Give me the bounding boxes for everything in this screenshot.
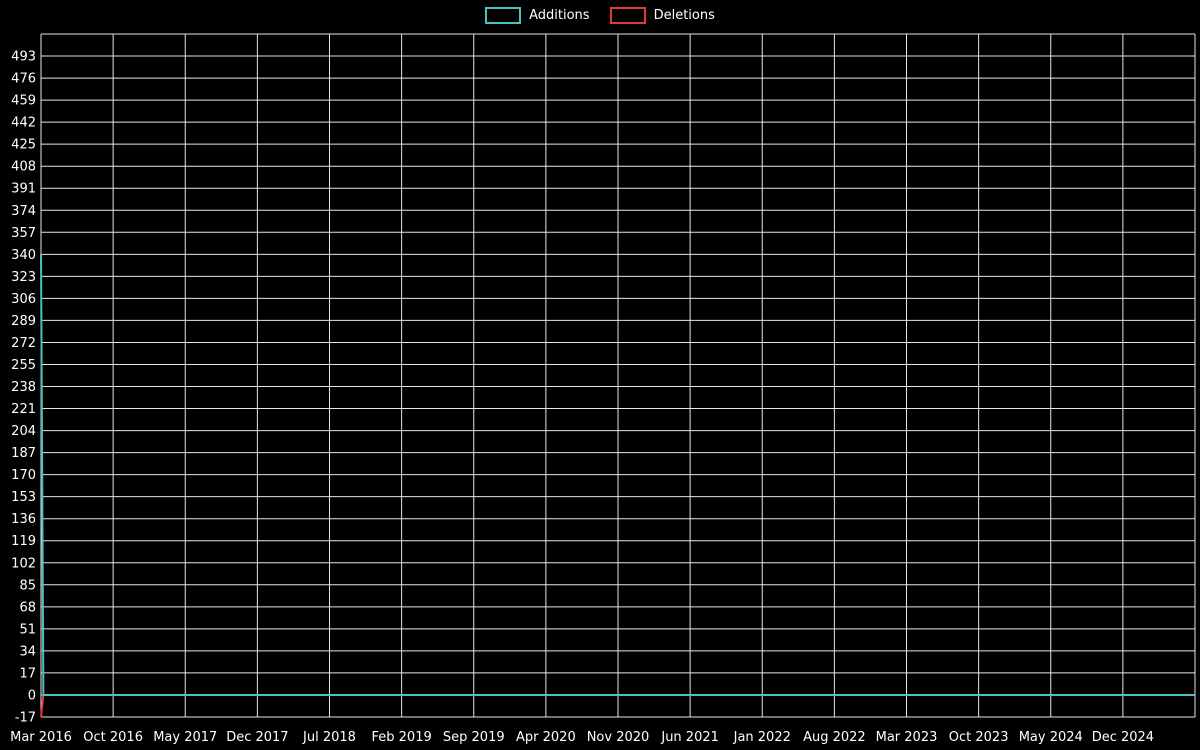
y-axis-tick-label: 255 (11, 358, 36, 373)
legend-item-deletions[interactable]: Deletions (609, 7, 715, 24)
x-axis-tick-label: Jun 2021 (660, 730, 719, 745)
x-axis-tick-label: Feb 2019 (372, 730, 432, 745)
y-axis-tick-label: 306 (11, 292, 36, 307)
y-axis-tick-label: 238 (11, 380, 36, 395)
legend-swatch-additions (485, 7, 522, 24)
legend-item-additions[interactable]: Additions (485, 7, 590, 24)
y-axis-tick-label: 272 (11, 336, 36, 351)
chart-legend: Additions Deletions (0, 7, 1200, 24)
y-axis-tick-label: 493 (11, 50, 36, 65)
y-axis-tick-label: 0 (28, 688, 36, 703)
y-axis-tick-label: 170 (11, 468, 36, 483)
y-axis-tick-label: 391 (11, 182, 36, 197)
y-axis-tick-label: 221 (11, 402, 36, 417)
x-axis-tick-label: Sep 2019 (443, 730, 505, 745)
x-axis-tick-label: Oct 2016 (83, 730, 143, 745)
x-axis-tick-label: Dec 2024 (1092, 730, 1154, 745)
y-axis-tick-label: 17 (19, 666, 36, 681)
y-axis-tick-label: 187 (11, 446, 36, 461)
y-axis-tick-label: 289 (11, 314, 36, 329)
y-axis-tick-label: 459 (11, 94, 36, 109)
additions-line (40, 254, 1194, 696)
legend-swatch-deletions (609, 7, 646, 24)
y-axis-tick-label: 68 (19, 600, 36, 615)
x-axis-tick-label: Mar 2023 (876, 730, 938, 745)
y-axis-tick-label: 442 (11, 116, 36, 131)
y-axis-tick-label: 204 (11, 424, 36, 439)
y-axis-tick-label: 408 (11, 160, 36, 175)
legend-label-additions: Additions (529, 8, 590, 23)
x-axis-tick-label: Jul 2018 (302, 730, 356, 745)
x-axis-tick-label: Jan 2022 (733, 730, 791, 745)
y-axis-tick-label: 476 (11, 72, 36, 87)
y-axis-tick-label: 425 (11, 138, 36, 153)
y-axis-tick-label: -17 (15, 711, 36, 726)
x-axis-tick-label: Mar 2016 (10, 730, 72, 745)
y-axis-tick-label: 34 (19, 644, 36, 659)
legend-label-deletions: Deletions (653, 8, 715, 23)
x-axis-tick-label: Nov 2020 (587, 730, 650, 745)
y-axis-tick-label: 340 (11, 248, 36, 263)
y-axis-tick-label: 374 (11, 204, 36, 219)
y-axis-tick-label: 85 (19, 578, 36, 593)
x-axis-tick-label: Apr 2020 (516, 730, 576, 745)
y-axis-tick-label: 357 (11, 226, 36, 241)
y-axis-tick-label: 136 (11, 512, 36, 527)
x-axis-tick-label: Aug 2022 (803, 730, 866, 745)
y-axis-tick-label: 119 (11, 534, 36, 549)
x-axis-tick-label: Oct 2023 (949, 730, 1009, 745)
y-axis-tick-label: 323 (11, 270, 36, 285)
x-axis-tick-label: May 2024 (1019, 730, 1083, 745)
y-axis-tick-label: 51 (19, 622, 36, 637)
x-axis-tick-label: Dec 2017 (226, 730, 288, 745)
x-axis-tick-label: May 2017 (153, 730, 217, 745)
y-axis-tick-label: 102 (11, 556, 36, 571)
y-axis-tick-label: 153 (11, 490, 36, 505)
